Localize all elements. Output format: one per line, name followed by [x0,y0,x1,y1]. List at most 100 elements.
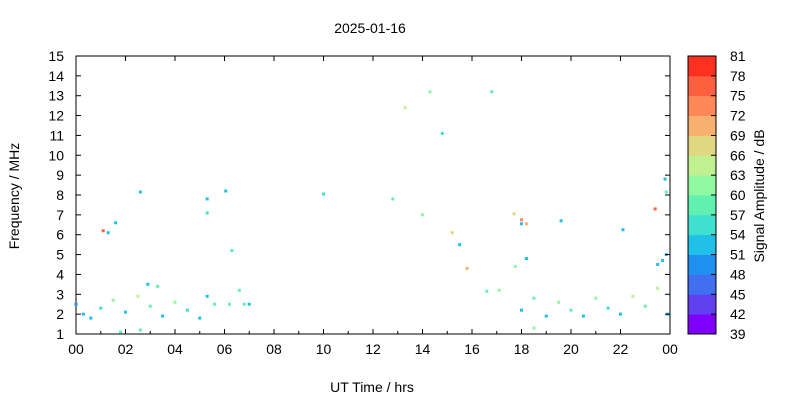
band-sample [205,294,209,298]
colorbar-tick-label: 81 [730,48,746,64]
band-sample [569,308,573,312]
plot-frame [75,55,671,335]
data-point [656,263,660,266]
x-tick-label: 02 [118,341,134,357]
band-sample [581,314,585,318]
band-sample [74,302,78,306]
colorbar-segment [688,195,716,216]
band-sample [136,294,140,298]
data-point [156,284,160,288]
data-point [532,326,536,330]
y-tick-label: 1 [56,326,64,342]
x-tick-label: 08 [266,341,282,357]
y-axis-label: Frequency / MHz [6,143,22,250]
colorbar-tick-label: 66 [730,147,746,163]
colorbar-segment [688,175,716,196]
data-point [653,207,657,211]
data-point [119,330,123,334]
data-point [661,259,665,263]
colorbar-segment [688,155,716,176]
band-sample [124,310,127,314]
data-point [490,90,494,94]
data-point [520,218,523,222]
band-sample [594,296,598,300]
data-point [524,222,528,226]
data-point [512,212,516,216]
band-sample [242,302,246,306]
colorbar: 39 42 45 48 51 54 57 60 63 66 69 72 75 78 81 [687,48,746,342]
data-point [458,243,462,247]
data-point [230,249,234,253]
y-tick-label: 9 [56,167,64,183]
colorbar-segment [688,56,716,77]
data-point [520,222,523,226]
colorbar-tick-label: 48 [730,266,746,282]
data-point [450,231,454,235]
band-sample [81,312,85,316]
data-point [663,177,667,181]
y-tick-label: 15 [48,48,64,64]
colorbar-tick-label: 45 [730,286,746,302]
data-point [138,328,142,332]
y-tick-label: 2 [56,306,64,322]
data-point [322,192,325,196]
data-point [524,257,528,261]
data-point [114,221,118,225]
data-point [205,211,209,215]
band-sample [656,286,660,290]
band-sample [619,312,622,316]
band-sample [198,316,202,320]
data-point [106,231,110,235]
data-point [101,229,105,233]
colorbar-segment [688,75,716,97]
colorbar-segment [688,234,716,255]
colorbar-segment [688,214,716,236]
data-point [146,282,150,286]
colorbar-tick-label: 78 [730,68,746,84]
colorbar-segment [688,254,716,275]
plot-area: 00 02 04 06 08 10 12 14 16 18 20 22 00 1234567891011… [48,48,678,357]
colorbar-segment [688,274,716,295]
colorbar-tick-label: 63 [730,167,746,183]
y-tick-label: 12 [48,108,64,124]
x-tick-label: 14 [415,341,431,357]
data-point [224,189,228,193]
colorbar-label: Signal Amplitude / dB [751,129,767,262]
y-tick-label: 6 [56,227,64,243]
colorbar-segment [688,135,716,156]
band-sample [606,306,610,310]
x-tick-label: 12 [365,341,381,357]
band-sample [247,302,251,306]
y-tick-label: 7 [56,207,64,223]
x-tick-label: 00 [662,341,678,357]
colorbar-tick-label: 75 [730,88,746,104]
data-point [621,228,625,232]
band-sample [111,298,115,302]
band-sample [173,300,177,304]
x-tick-label: 10 [316,341,332,357]
colorbar-segment [688,95,716,116]
colorbar-tick-label: 51 [730,247,746,263]
data-point [237,288,241,292]
data-point [559,219,563,223]
band-sample [161,314,165,318]
data-point [428,90,432,94]
data-point [664,190,668,194]
colorbar-tick-label: 69 [730,127,746,143]
data-marks [74,90,670,334]
data-point [513,264,517,268]
y-tick-label: 14 [48,68,64,84]
band-sample [643,304,647,308]
band-sample [557,300,561,304]
data-point [465,266,469,270]
x-tick-label: 18 [514,341,530,357]
y-tick-label: 11 [49,127,64,143]
y-tick-label: 4 [56,266,64,282]
x-tick-label: 04 [167,341,183,357]
x-tick-label: 22 [613,341,629,357]
data-point [205,197,209,201]
band-sample [148,304,152,308]
chart-title: 2025-01-16 [334,20,406,36]
colorbar-tick-label: 42 [730,306,746,322]
